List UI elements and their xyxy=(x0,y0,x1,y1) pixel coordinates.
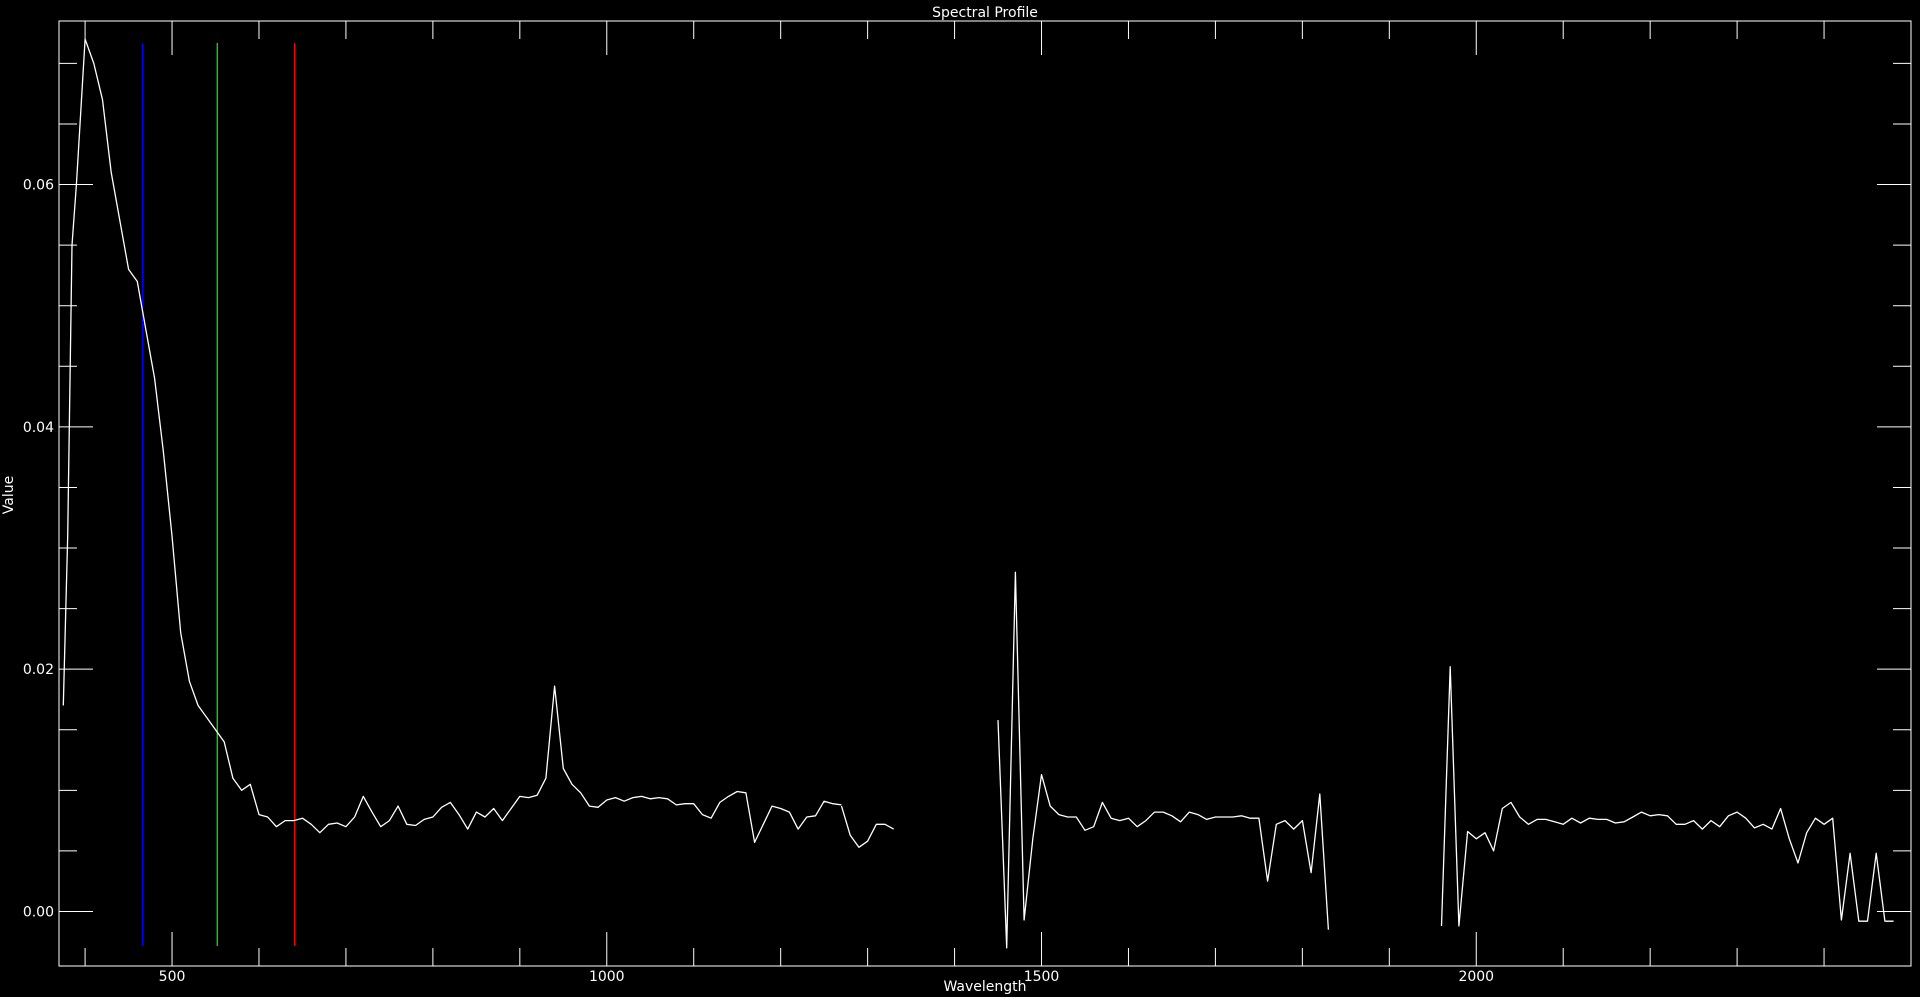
series-line-segment xyxy=(997,571,1330,949)
y-tick-label: 0.00 xyxy=(23,904,54,920)
series-line-segment xyxy=(840,805,895,848)
x-axis-label: Wavelength xyxy=(943,979,1026,995)
y-tick-label: 0.02 xyxy=(23,662,54,678)
tick-labels: 500 1000 1500 2000 0.00 0.02 0.04 0.06 xyxy=(23,178,1494,985)
y-axis-label: Value xyxy=(1,476,17,514)
band-markers xyxy=(141,43,296,946)
y-tick-label: 0.06 xyxy=(23,178,54,194)
x-tick-label: 1000 xyxy=(589,969,625,985)
chart-title: Spectral Profile xyxy=(932,5,1038,21)
x-tick-label: 500 xyxy=(159,969,186,985)
plot-frame xyxy=(58,20,1912,967)
series-line-segment xyxy=(1440,666,1894,927)
x-tick-label: 1500 xyxy=(1024,969,1060,985)
y-tick-label: 0.04 xyxy=(23,420,54,436)
x-tick-label: 2000 xyxy=(1458,969,1494,985)
series-line-segment xyxy=(62,38,842,844)
axis-ticks xyxy=(59,21,1911,966)
series-lines xyxy=(62,38,1894,949)
